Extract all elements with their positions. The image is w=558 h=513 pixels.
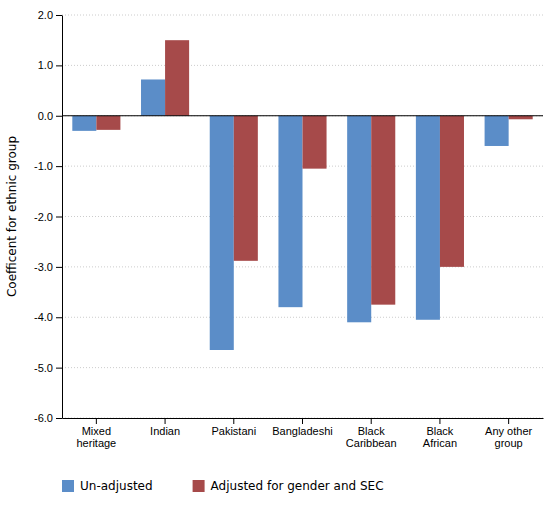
y-tick-mark <box>56 267 62 268</box>
y-tick-mark <box>56 65 62 66</box>
x-tick-label: Any othergroup <box>485 425 532 450</box>
y-tick: -3.0 <box>34 261 62 273</box>
bar <box>278 116 302 307</box>
x-tick: Mixedheritage <box>76 418 116 449</box>
grid-line <box>62 367 543 368</box>
x-tick-label-line: group <box>495 437 523 449</box>
legend-label: Un-adjusted <box>80 479 153 493</box>
y-tick-label: -4.0 <box>34 311 53 323</box>
grid-line <box>62 115 543 116</box>
bar <box>440 116 464 267</box>
grid <box>62 15 543 418</box>
y-tick-label: -1.0 <box>34 160 53 172</box>
bar <box>371 116 395 305</box>
x-tick: BlackCaribbean <box>346 418 397 449</box>
x-tick: BlackAfrican <box>423 418 457 449</box>
y-tick: -2.0 <box>34 211 62 223</box>
y-tick: -6.0 <box>34 412 62 424</box>
x-tick-label-line: heritage <box>76 437 116 449</box>
x-tick-mark <box>302 418 303 424</box>
x-tick-mark <box>371 418 372 424</box>
bar <box>234 116 258 261</box>
bar <box>509 116 533 120</box>
y-tick: 0.0 <box>38 110 62 122</box>
x-tick: Pakistani <box>211 418 256 437</box>
x-tick-label-line: Indian <box>150 425 180 437</box>
y-tick-label: 2.0 <box>38 9 53 21</box>
y-tick-mark <box>56 418 62 419</box>
x-tick-mark <box>165 418 166 424</box>
grid-line <box>62 15 543 16</box>
x-tick: Indian <box>150 418 180 437</box>
x-tick: Bangladeshi <box>272 418 333 437</box>
x-tick-label-line: Black <box>426 425 453 437</box>
x-tick-label-line: Black <box>358 425 385 437</box>
y-tick-label: 1.0 <box>38 59 53 71</box>
x-tick: Any othergroup <box>485 418 532 449</box>
x-tick-label: BlackCaribbean <box>346 425 397 450</box>
x-tick-mark <box>96 418 97 424</box>
bar <box>165 40 189 116</box>
x-tick-mark <box>233 418 234 424</box>
x-tick-label: Indian <box>150 425 180 437</box>
legend-swatch <box>62 480 74 492</box>
zero-line <box>62 115 543 116</box>
grid-line <box>62 65 543 66</box>
y-tick: -4.0 <box>34 311 62 323</box>
bars <box>72 40 532 350</box>
chart: -6.0 -5.0 -4.0 -3.0 -2.0 -1.0 0.0 1.0 2.0 Mixedhe… <box>0 0 558 513</box>
y-axis-title: Coefficent for ethnic group <box>5 136 19 297</box>
y-tick-mark <box>56 217 62 218</box>
legend-swatch <box>193 480 205 492</box>
x-tick-label-line: Mixed <box>82 425 111 437</box>
y-tick-mark <box>56 166 62 167</box>
y-tick: -1.0 <box>34 160 62 172</box>
x-tick-label: Bangladeshi <box>272 425 333 437</box>
x-tick-label-line: Caribbean <box>346 437 397 449</box>
bar <box>485 116 509 146</box>
y-tick: 1.0 <box>38 59 62 71</box>
x-tick-label-line: Any other <box>485 425 532 437</box>
y-tick-label: -3.0 <box>34 261 53 273</box>
y-tick-label: -5.0 <box>34 362 53 374</box>
y-axis: -6.0 -5.0 -4.0 -3.0 -2.0 -1.0 0.0 1.0 2.0 <box>34 9 62 424</box>
y-tick-label: 0.0 <box>38 110 53 122</box>
legend-item: Un-adjusted <box>62 479 153 493</box>
y-tick-mark <box>56 15 62 16</box>
bar <box>416 116 440 320</box>
x-tick-label-line: Bangladeshi <box>272 425 333 437</box>
x-tick-label-line: Pakistani <box>211 425 256 437</box>
legend: Un-adjusted Adjusted for gender and SEC <box>62 479 384 493</box>
bar <box>303 116 327 169</box>
bar <box>347 116 371 323</box>
y-tick: 2.0 <box>38 9 62 21</box>
y-tick-mark <box>56 368 62 369</box>
x-tick-mark <box>508 418 509 424</box>
legend-item: Adjusted for gender and SEC <box>193 479 384 493</box>
x-tick-label: Mixedheritage <box>76 425 116 450</box>
x-axis: Mixedheritage Indian Pakistani Bangladeshi B… <box>63 418 544 449</box>
x-tick-label: BlackAfrican <box>423 425 457 450</box>
y-tick-label: -6.0 <box>34 412 53 424</box>
bar <box>96 116 120 130</box>
x-tick-label: Pakistani <box>211 425 256 437</box>
y-tick: -5.0 <box>34 362 62 374</box>
x-tick-mark <box>439 418 440 424</box>
bar <box>210 116 234 350</box>
y-tick-mark <box>56 116 62 117</box>
plot: -6.0 -5.0 -4.0 -3.0 -2.0 -1.0 0.0 1.0 2.0 Mixedhe… <box>5 9 544 493</box>
y-tick-label: -2.0 <box>34 211 53 223</box>
x-tick-label-line: African <box>423 437 457 449</box>
grid-line <box>62 317 543 318</box>
bar <box>141 79 165 115</box>
y-tick-mark <box>56 317 62 318</box>
legend-label: Adjusted for gender and SEC <box>211 479 384 493</box>
axis-line <box>62 16 63 419</box>
bar <box>72 116 96 131</box>
